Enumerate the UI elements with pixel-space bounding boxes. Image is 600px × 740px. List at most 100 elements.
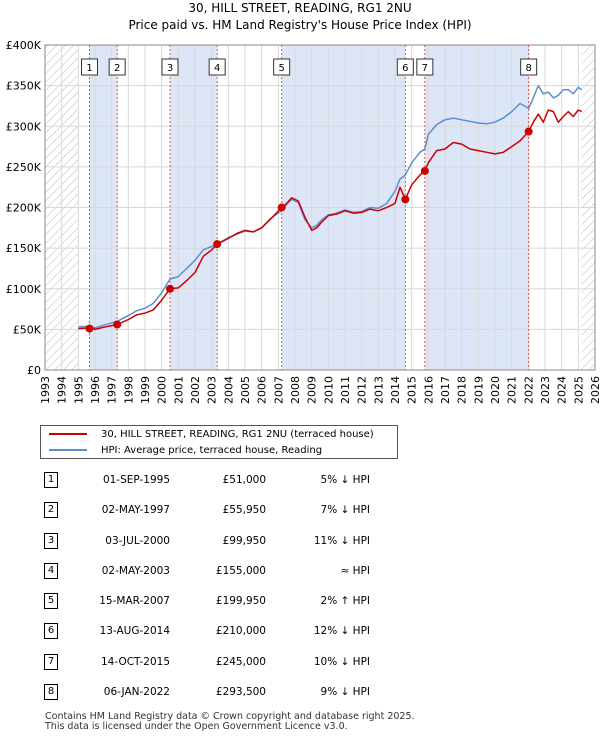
sale-number-label: 2 — [114, 63, 120, 74]
sale-row: 8 06-JAN-2022 £293,500 9% ↓ HPI — [0, 682, 600, 702]
x-tick-label: 1998 — [122, 376, 135, 404]
sale-number-box — [108, 58, 126, 76]
x-tick-label: 2001 — [172, 376, 185, 404]
sale-hpi-diff: ≈ HPI — [340, 565, 370, 577]
x-tick-label: 2005 — [239, 376, 252, 404]
sale-row: 7 14-OCT-2015 £245,000 10% ↓ HPI — [0, 652, 600, 672]
sale-number-badge: 8 — [44, 684, 58, 700]
sale-row: 6 13-AUG-2014 £210,000 12% ↓ HPI — [0, 621, 600, 641]
sale-row: 4 02-MAY-2003 £155,000 ≈ HPI — [0, 561, 600, 581]
sale-date: 03-JUL-2000 — [105, 535, 170, 547]
x-tick-label: 2004 — [222, 376, 235, 404]
x-tick-label: 2025 — [572, 376, 585, 404]
chart-subtitle: Price paid vs. HM Land Registry's House … — [128, 18, 471, 32]
sale-number-box — [273, 58, 291, 76]
sale-price: £51,000 — [222, 474, 266, 486]
x-tick-label: 2024 — [556, 376, 569, 404]
x-tick-label: 2000 — [156, 376, 169, 404]
x-tick-label: 2023 — [539, 376, 552, 404]
x-tick-label: 2018 — [456, 376, 469, 404]
x-tick-label: 1993 — [39, 376, 52, 404]
sale-price: £245,000 — [215, 656, 266, 668]
sale-number-box — [520, 58, 538, 76]
sale-date: 02-MAY-1997 — [101, 504, 170, 516]
sale-number-label: 6 — [402, 63, 408, 74]
sale-number-box — [81, 58, 98, 76]
sale-number-badge: 3 — [44, 533, 58, 549]
sale-price: £99,950 — [222, 535, 266, 547]
sale-number-label: 5 — [278, 63, 284, 74]
sale-price: £55,950 — [222, 504, 266, 516]
sale-number-badge: 2 — [44, 502, 58, 518]
x-tick-label: 2019 — [472, 376, 485, 404]
sale-number-box — [161, 58, 179, 76]
sale-number-label: 8 — [525, 63, 531, 74]
sale-number-badge: 6 — [44, 623, 58, 639]
sale-price: £199,950 — [215, 595, 266, 607]
sale-date: 13-AUG-2014 — [99, 625, 170, 637]
sale-date: 15-MAR-2007 — [99, 595, 170, 607]
legend-item-hpi: HPI: Average price, terraced house, Read… — [49, 443, 322, 459]
x-tick-label: 2012 — [356, 376, 369, 404]
sale-hpi-diff: 10% ↓ HPI — [313, 656, 370, 668]
x-tick-label: 1994 — [56, 376, 69, 404]
sale-hpi-diff: 9% ↓ HPI — [320, 686, 370, 698]
x-tick-label: 2009 — [306, 376, 319, 404]
sale-hpi-diff: 5% ↓ HPI — [320, 474, 370, 486]
y-tick-label: £100K — [6, 283, 42, 296]
sale-date: 06-JAN-2022 — [103, 686, 170, 698]
sale-point — [166, 284, 174, 293]
sale-number-label: 4 — [214, 63, 220, 74]
sale-hpi-diff: 11% ↓ HPI — [313, 535, 370, 547]
price-chart: 30, HILL STREET, READING, RG1 2NU Price … — [6, 1, 600, 404]
plot-area: £0 £50K £100K £150K £200K £250K £300K £350K £400… — [6, 39, 600, 404]
sale-row: 5 15-MAR-2007 £199,950 2% ↑ HPI — [0, 591, 600, 611]
sale-number-box — [396, 58, 414, 76]
x-tick-label: 2026 — [589, 376, 600, 404]
sale-hpi-diff: 12% ↓ HPI — [313, 625, 370, 637]
sale-point — [85, 324, 94, 333]
sale-point — [420, 166, 429, 175]
sale-point — [524, 127, 533, 136]
sale-row: 3 03-JUL-2000 £99,950 11% ↓ HPI — [0, 531, 600, 551]
x-tick-label: 2016 — [422, 376, 435, 404]
sale-date: 01-SEP-1995 — [102, 474, 170, 486]
sale-number-box — [208, 58, 226, 76]
sale-date: 14-OCT-2015 — [101, 656, 170, 668]
x-tick-label: 2008 — [289, 376, 302, 404]
x-tick-label: 1997 — [106, 376, 119, 404]
x-tick-label: 2003 — [206, 376, 219, 404]
sale-number-badge: 4 — [44, 563, 58, 579]
sale-hpi-diff: 2% ↑ HPI — [320, 595, 370, 607]
y-tick-label: £0 — [27, 364, 41, 377]
footer-line-copyright: Contains HM Land Registry data © Crown c… — [45, 711, 415, 722]
sale-price: £293,500 — [215, 686, 266, 698]
y-tick-label: £50K — [13, 323, 42, 336]
x-tick-label: 2020 — [489, 376, 502, 404]
sale-price: £155,000 — [215, 565, 266, 577]
x-tick-label: 1996 — [89, 376, 102, 404]
sale-point — [213, 240, 222, 249]
sale-number-box — [416, 58, 434, 76]
x-tick-label: 2013 — [372, 376, 385, 404]
sale-number-label: 7 — [422, 63, 428, 74]
sale-point — [401, 195, 410, 204]
x-tick-label: 2002 — [189, 376, 202, 404]
footer-line-licence: This data is licensed under the Open Gov… — [45, 721, 348, 732]
sale-number-label: 3 — [167, 63, 173, 74]
y-tick-label: £400K — [6, 39, 42, 52]
y-tick-label: £250K — [6, 161, 42, 174]
sale-number-badge: 1 — [44, 472, 58, 488]
sale-point — [277, 203, 286, 212]
x-tick-label: 2010 — [322, 376, 335, 404]
x-tick-label: 2011 — [339, 376, 352, 404]
legend-swatch-price — [49, 433, 87, 435]
legend-label-price: 30, HILL STREET, READING, RG1 2NU (terra… — [101, 429, 374, 440]
legend-swatch-hpi — [49, 449, 87, 451]
y-tick-label: £150K — [6, 242, 42, 255]
sale-point — [113, 320, 122, 329]
chart-legend: 30, HILL STREET, READING, RG1 2NU (terra… — [40, 425, 398, 459]
x-tick-label: 2017 — [439, 376, 452, 404]
y-tick-label: £350K — [6, 80, 42, 93]
footer-attribution: Contains HM Land Registry data © Crown c… — [45, 712, 415, 732]
